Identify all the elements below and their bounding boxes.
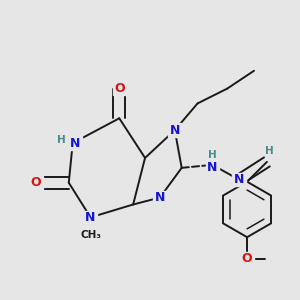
Text: N: N	[85, 211, 96, 224]
Bar	[64, 136, 82, 150]
Bar	[29, 176, 43, 189]
Text: CH₃: CH₃	[80, 230, 101, 240]
Text: H: H	[208, 150, 217, 160]
Text: O: O	[31, 176, 41, 189]
Bar	[240, 252, 254, 266]
Bar	[84, 211, 97, 224]
Text: N: N	[70, 136, 80, 150]
Text: O: O	[242, 253, 252, 266]
Text: N: N	[169, 124, 180, 137]
Text: H: H	[265, 146, 274, 156]
Bar	[232, 173, 246, 186]
Text: H: H	[57, 135, 66, 145]
Bar	[153, 191, 167, 204]
Bar	[168, 124, 182, 137]
Text: N: N	[155, 191, 165, 204]
Bar	[206, 157, 219, 173]
Text: O: O	[114, 82, 124, 95]
Text: N: N	[234, 173, 244, 186]
Bar	[112, 82, 126, 95]
Text: N: N	[207, 161, 218, 174]
